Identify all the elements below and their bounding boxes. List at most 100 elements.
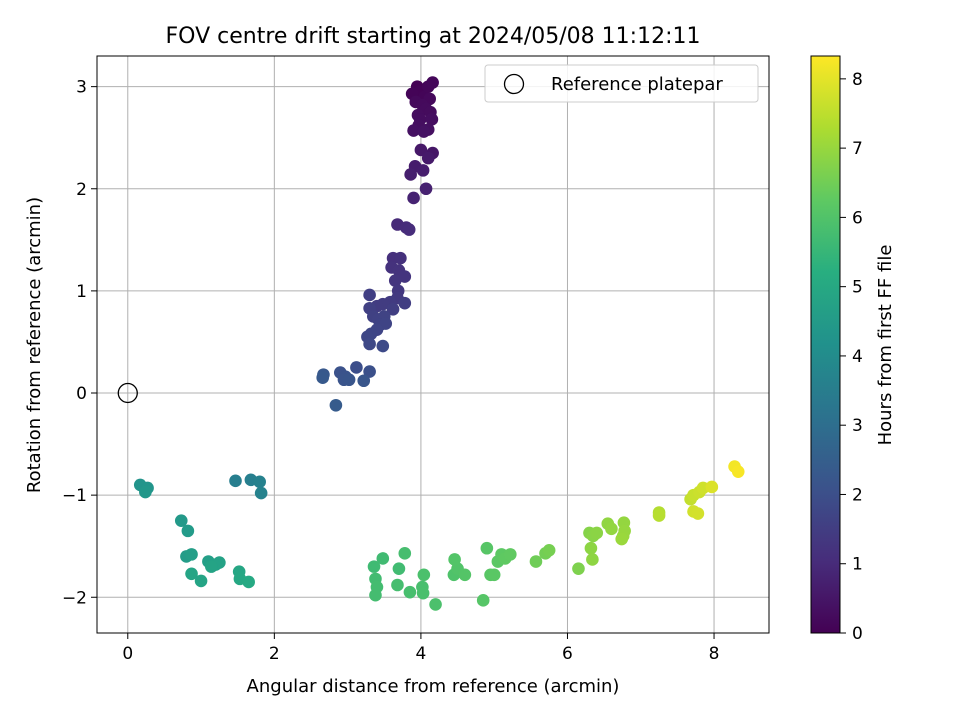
colorbar-tick-label: 4 <box>852 347 863 367</box>
y-tick-label: 1 <box>76 282 87 302</box>
data-point <box>419 182 433 196</box>
data-point <box>350 361 363 374</box>
data-point <box>414 143 428 157</box>
data-point <box>542 543 556 557</box>
data-point <box>394 251 407 265</box>
data-point <box>584 541 598 555</box>
data-point <box>369 588 382 602</box>
colorbar-tick-label: 3 <box>852 416 863 436</box>
data-point <box>448 553 461 566</box>
data-point <box>379 317 393 330</box>
data-point <box>425 113 439 126</box>
data-point <box>421 151 435 165</box>
data-point <box>392 562 406 575</box>
data-point <box>185 567 198 581</box>
x-tick-label: 8 <box>709 644 720 664</box>
data-point <box>417 568 431 582</box>
data-point <box>487 568 501 582</box>
data-point <box>376 552 390 565</box>
data-point <box>329 398 343 412</box>
grid-lines <box>97 56 769 633</box>
legend-box <box>484 64 759 103</box>
data-point <box>572 562 585 575</box>
y-axis-label: Rotation from reference (arcmin) <box>24 197 45 493</box>
colorbar-tick-label: 1 <box>852 555 863 575</box>
data-point <box>407 191 420 205</box>
data-point <box>605 522 618 536</box>
data-point <box>398 270 412 283</box>
x-tick-label: 4 <box>415 644 426 664</box>
chart-title: FOV centre drift starting at 2024/05/08 … <box>166 24 701 49</box>
reference-layer <box>117 382 138 404</box>
data-point <box>416 164 430 177</box>
y-tick-label: −2 <box>62 588 87 608</box>
data-point <box>139 485 152 499</box>
x-tick-label: 0 <box>122 644 133 664</box>
data-point <box>504 548 517 561</box>
data-point <box>229 474 242 488</box>
x-tick-label: 2 <box>269 644 280 664</box>
data-point <box>590 526 604 540</box>
colorbar-tick-label: 7 <box>852 139 863 159</box>
data-point <box>417 125 431 138</box>
data-point <box>254 486 268 500</box>
colorbar-tick-label: 8 <box>852 70 863 90</box>
data-point <box>253 475 266 489</box>
data-point <box>357 374 371 388</box>
reference-platepar-marker <box>117 382 138 404</box>
data-point <box>429 598 442 611</box>
colorbar-tick-label: 6 <box>852 208 863 228</box>
x-tick-label: 6 <box>562 644 573 664</box>
data-point <box>174 514 188 527</box>
data-point <box>652 509 666 522</box>
data-point <box>731 465 745 478</box>
data-point <box>363 288 376 302</box>
data-point <box>705 480 719 494</box>
data-point <box>416 586 430 600</box>
y-tick-label: −1 <box>62 486 87 506</box>
data-point <box>404 168 417 181</box>
data-point <box>205 560 218 573</box>
y-axis-ticks: −2 −1 0 1 2 3 <box>62 78 97 608</box>
data-point <box>480 541 494 555</box>
data-point <box>529 555 543 568</box>
colorbar-ticks: 0 1 2 3 4 5 6 7 8 <box>840 70 863 644</box>
data-point <box>363 365 376 378</box>
data-point <box>398 547 412 560</box>
y-tick-label: 3 <box>76 78 87 98</box>
data-point <box>367 560 381 573</box>
data-point <box>388 274 402 287</box>
data-point <box>391 578 404 592</box>
colorbar: 0 1 2 3 4 5 6 7 8 Hours from first FF file <box>810 55 896 644</box>
plot-frame <box>96 55 770 634</box>
colorbar-tick-label: 5 <box>852 278 863 298</box>
colorbar-gradient <box>810 55 841 634</box>
x-axis-ticks: 0 2 4 6 8 <box>122 633 719 664</box>
data-point <box>363 337 376 351</box>
data-point <box>691 507 705 520</box>
data-point <box>407 124 420 137</box>
data-point <box>386 302 400 316</box>
data-point <box>376 339 390 353</box>
data-point <box>615 532 629 546</box>
colorbar-label: Hours from first FF file <box>875 245 896 446</box>
colorbar-tick-label: 2 <box>852 485 863 505</box>
data-points <box>133 76 745 611</box>
data-point <box>586 553 599 566</box>
data-point <box>476 594 490 607</box>
data-point <box>398 296 412 310</box>
x-axis-label: Angular distance from reference (arcmin) <box>247 676 620 697</box>
data-point <box>403 585 417 599</box>
legend: Reference platepar <box>484 64 759 103</box>
y-tick-label: 0 <box>76 384 87 404</box>
data-point <box>242 575 255 589</box>
data-point <box>181 524 195 538</box>
data-point <box>185 548 198 561</box>
data-point <box>194 574 208 588</box>
legend-label: Reference platepar <box>551 74 723 95</box>
legend-marker <box>503 73 525 95</box>
data-point <box>458 568 472 582</box>
colorbar-tick-label: 0 <box>852 624 863 644</box>
